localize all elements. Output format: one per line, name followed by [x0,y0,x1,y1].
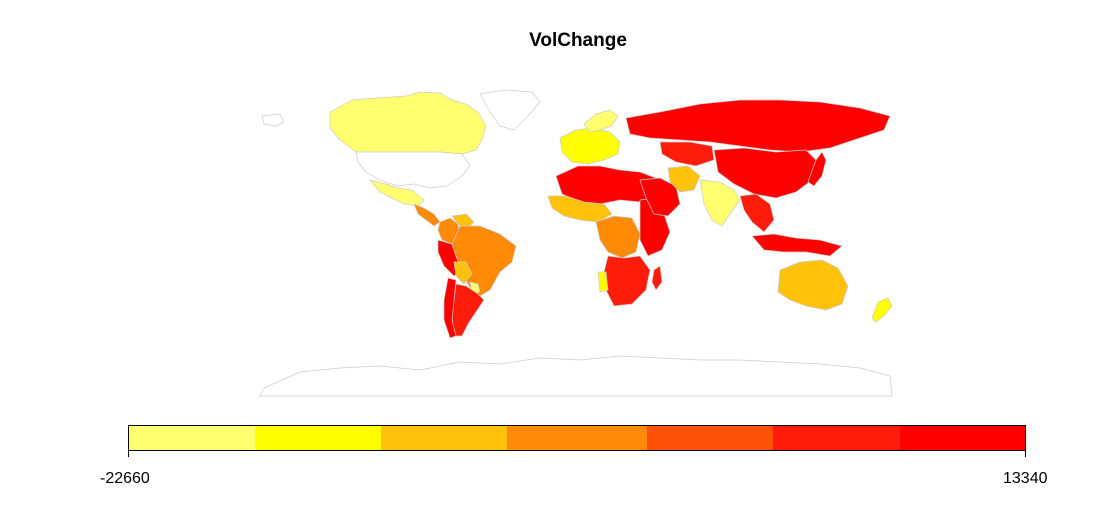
region-japan [807,151,827,187]
legend-bin-4 [507,426,647,450]
legend-bin-5 [647,426,773,450]
region-western-europe [559,127,621,165]
region-mexico [369,179,425,207]
legend-max-tick [1025,451,1026,457]
region-iran [667,165,701,193]
region-india [699,179,741,227]
region-southern-africa [603,255,651,307]
legend-bin-3 [381,426,507,450]
region-central-america [413,203,441,227]
region-antarctica [259,355,893,397]
region-namibia [597,271,609,293]
region-west-africa [547,195,613,223]
region-indonesia [751,233,843,257]
color-legend [128,425,1026,451]
region-kazakhstan [659,141,715,167]
region-arabian-peninsula [639,177,681,217]
legend-max-label: 13340 [1003,470,1048,487]
region-scandinavia [583,109,619,133]
legend-bin-2 [255,426,381,450]
legend-bin-6 [773,426,900,450]
region-alaska [261,113,285,127]
legend-min-label: -22660 [100,470,150,487]
legend-bin-7 [900,426,1025,450]
region-united-states [355,151,471,189]
region-central-africa [595,215,641,259]
region-australia [777,259,849,311]
region-bolivia [453,261,473,285]
legend-min-tick [128,451,129,457]
region-new-zealand [871,297,893,323]
region-chile [443,277,457,339]
world-map [259,89,893,397]
region-southeast-asia [739,193,775,233]
map-title: VolChange [529,30,627,51]
region-canada [329,91,487,155]
legend-bin-1 [129,426,255,450]
region-madagascar [651,265,663,291]
region-greenland [479,89,541,131]
region-russia [625,99,891,153]
region-china [713,147,819,199]
